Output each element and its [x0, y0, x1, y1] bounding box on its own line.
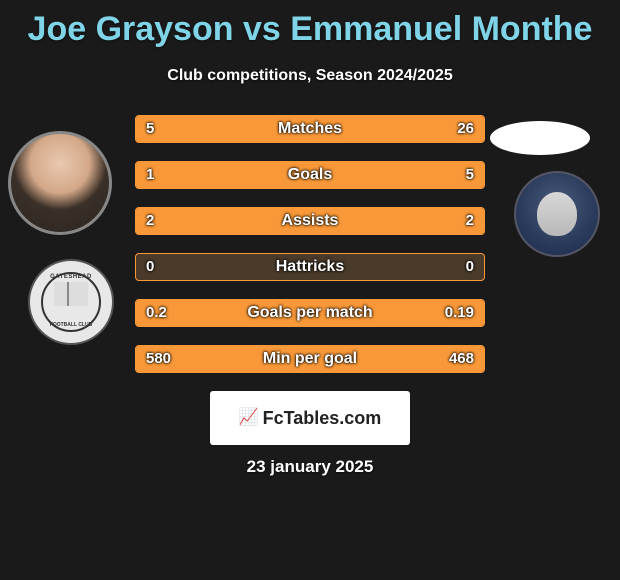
- page-subtitle: Club competitions, Season 2024/2025: [0, 67, 620, 85]
- stat-label: Hattricks: [136, 254, 484, 280]
- stat-row: 526Matches: [135, 115, 485, 143]
- player-left-club-crest: GATESHEAD FOOTBALL CLUB: [28, 259, 114, 345]
- stat-row: 0.20.19Goals per match: [135, 299, 485, 327]
- stat-row: 22Assists: [135, 207, 485, 235]
- player-right-name-pill: [490, 121, 590, 155]
- stat-row: 580468Min per goal: [135, 345, 485, 373]
- stat-label: Matches: [136, 116, 484, 142]
- stat-label: Min per goal: [136, 346, 484, 372]
- player-right-club-crest: [514, 171, 600, 257]
- comparison-chart: GATESHEAD FOOTBALL CLUB 526Matches 15Goal…: [0, 115, 620, 373]
- brand-logo-icon: 📈: [239, 407, 259, 427]
- owl-icon: [537, 192, 577, 236]
- player-left-avatar: [8, 131, 112, 235]
- stat-row: 00Hattricks: [135, 253, 485, 281]
- brand-text: FcTables.com: [263, 408, 382, 429]
- stat-label: Assists: [136, 208, 484, 234]
- crest-text-bottom: FOOTBALL CLUB: [50, 322, 92, 328]
- stat-row: 15Goals: [135, 161, 485, 189]
- brand-badge: 📈 FcTables.com: [210, 391, 410, 445]
- crest-text-top: GATESHEAD: [50, 274, 92, 280]
- date-text: 23 january 2025: [0, 457, 620, 477]
- crest-graphic: [54, 282, 88, 306]
- stat-label: Goals: [136, 162, 484, 188]
- stat-label: Goals per match: [136, 300, 484, 326]
- crest-inner: GATESHEAD FOOTBALL CLUB: [41, 272, 101, 332]
- page-title: Joe Grayson vs Emmanuel Monthe: [0, 0, 620, 49]
